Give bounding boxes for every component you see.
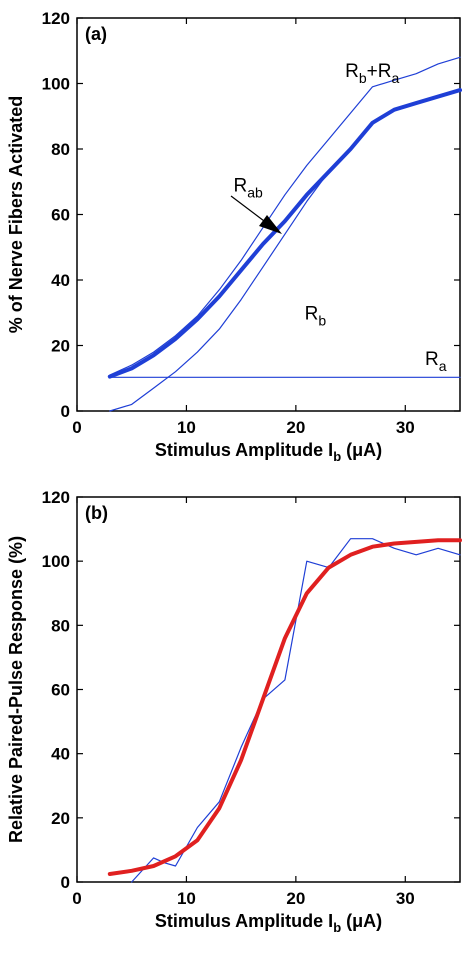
chart-a-ticks: 0 10 20 30 0 20 40 60 80 100 120 <box>42 9 460 437</box>
chart-a-series-group <box>107 56 462 412</box>
chart-b-series-group <box>107 538 462 883</box>
chart-a-x-tick-label-3: 30 <box>396 418 415 437</box>
chart-a-y-tick-label-2: 40 <box>51 271 70 290</box>
chart-a-plot-frame <box>76 17 461 412</box>
chart-a-x-tick-label-1: 10 <box>177 418 196 437</box>
chart-b-x-label-sub: b <box>333 920 341 935</box>
chart-b-series-measured-line <box>131 538 461 883</box>
chart-b-y-tick-label-5: 100 <box>42 552 70 571</box>
chart-b-y-tick-label-1: 20 <box>51 809 70 828</box>
ann-rbra-main: R <box>345 61 359 82</box>
chart-a-x-label-main: Stimulus Amplitude I <box>155 440 333 460</box>
chart-a-y-tick-label-1: 20 <box>51 337 70 356</box>
chart-a-series-rb-line <box>109 89 461 412</box>
annotation-rb: Rb <box>305 303 327 328</box>
annotation-rb-plus-ra: Rb+Ra <box>345 61 399 86</box>
chart-b-x-tick-label-1: 10 <box>177 889 196 908</box>
chart-b-panel-label: (b) <box>85 503 108 523</box>
chart-a-x-label-unit: (μA) <box>341 440 382 460</box>
annotation-ra: Ra <box>425 349 447 374</box>
chart-a-y-tick-label-3: 60 <box>51 206 70 225</box>
chart-b-series-fit-line <box>107 538 462 876</box>
chart-b-y-axis-label: Relative Paired-Pulse Response (%) <box>6 536 26 843</box>
chart-a-x-axis-label: Stimulus Amplitude Ib (μA) <box>155 440 382 464</box>
chart-b-y-tick-label-6: 120 <box>42 488 70 507</box>
chart-b-x-tick-label-3: 30 <box>396 889 415 908</box>
ann-rb-sub: b <box>318 312 326 328</box>
ann-ra-sub: a <box>439 358 447 374</box>
chart-a: 0 10 20 30 0 20 40 60 80 100 120 (a) % of Nerve Fi… <box>6 9 462 464</box>
ann-rb-main: R <box>305 303 319 324</box>
arrow-head <box>259 215 282 234</box>
chart-b-ticks: 0 10 20 30 0 20 40 60 80 100 120 <box>42 488 460 908</box>
chart-b-y-tick-label-4: 80 <box>51 616 70 635</box>
ann-rab-main: R <box>233 176 247 197</box>
chart-b-y-tick-label-3: 60 <box>51 681 70 700</box>
chart-a-y-tick-label-0: 0 <box>61 402 70 421</box>
chart-a-x-tick-label-0: 0 <box>72 418 81 437</box>
chart-b-x-tick-label-2: 20 <box>286 889 305 908</box>
chart-a-x-label-sub: b <box>333 449 341 464</box>
chart-a-y-tick-label-4: 80 <box>51 140 70 159</box>
chart-b-x-label-main: Stimulus Amplitude I <box>155 911 333 931</box>
ann-rab-sub: ab <box>247 185 263 201</box>
ann-rbra-sub1: b <box>359 70 367 86</box>
chart-b-x-label-unit: (μA) <box>341 911 382 931</box>
chart-a-x-tick-label-2: 20 <box>286 418 305 437</box>
chart-b: 0 10 20 30 0 20 40 60 80 100 120 (b) Relative Pair… <box>6 488 462 935</box>
chart-b-x-tick-label-0: 0 <box>72 889 81 908</box>
ann-rbra-sub2: a <box>391 70 399 86</box>
chart-a-series-rbra-line <box>109 56 461 376</box>
chart-a-y-tick-label-6: 120 <box>42 9 70 28</box>
annotation-rab-arrow <box>230 195 282 234</box>
annotation-rab: Rab <box>233 176 263 201</box>
chart-b-y-tick-label-0: 0 <box>61 873 70 892</box>
chart-a-y-tick-label-5: 100 <box>42 75 70 94</box>
chart-b-y-tick-label-2: 40 <box>51 745 70 764</box>
ann-ra-main: R <box>425 349 439 370</box>
chart-a-y-axis-label: % of Nerve Fibers Activated <box>6 96 26 333</box>
ann-rbra-plus: +R <box>367 61 392 82</box>
chart-a-panel-label: (a) <box>85 24 107 44</box>
chart-b-x-axis-label: Stimulus Amplitude Ib (μA) <box>155 911 382 935</box>
